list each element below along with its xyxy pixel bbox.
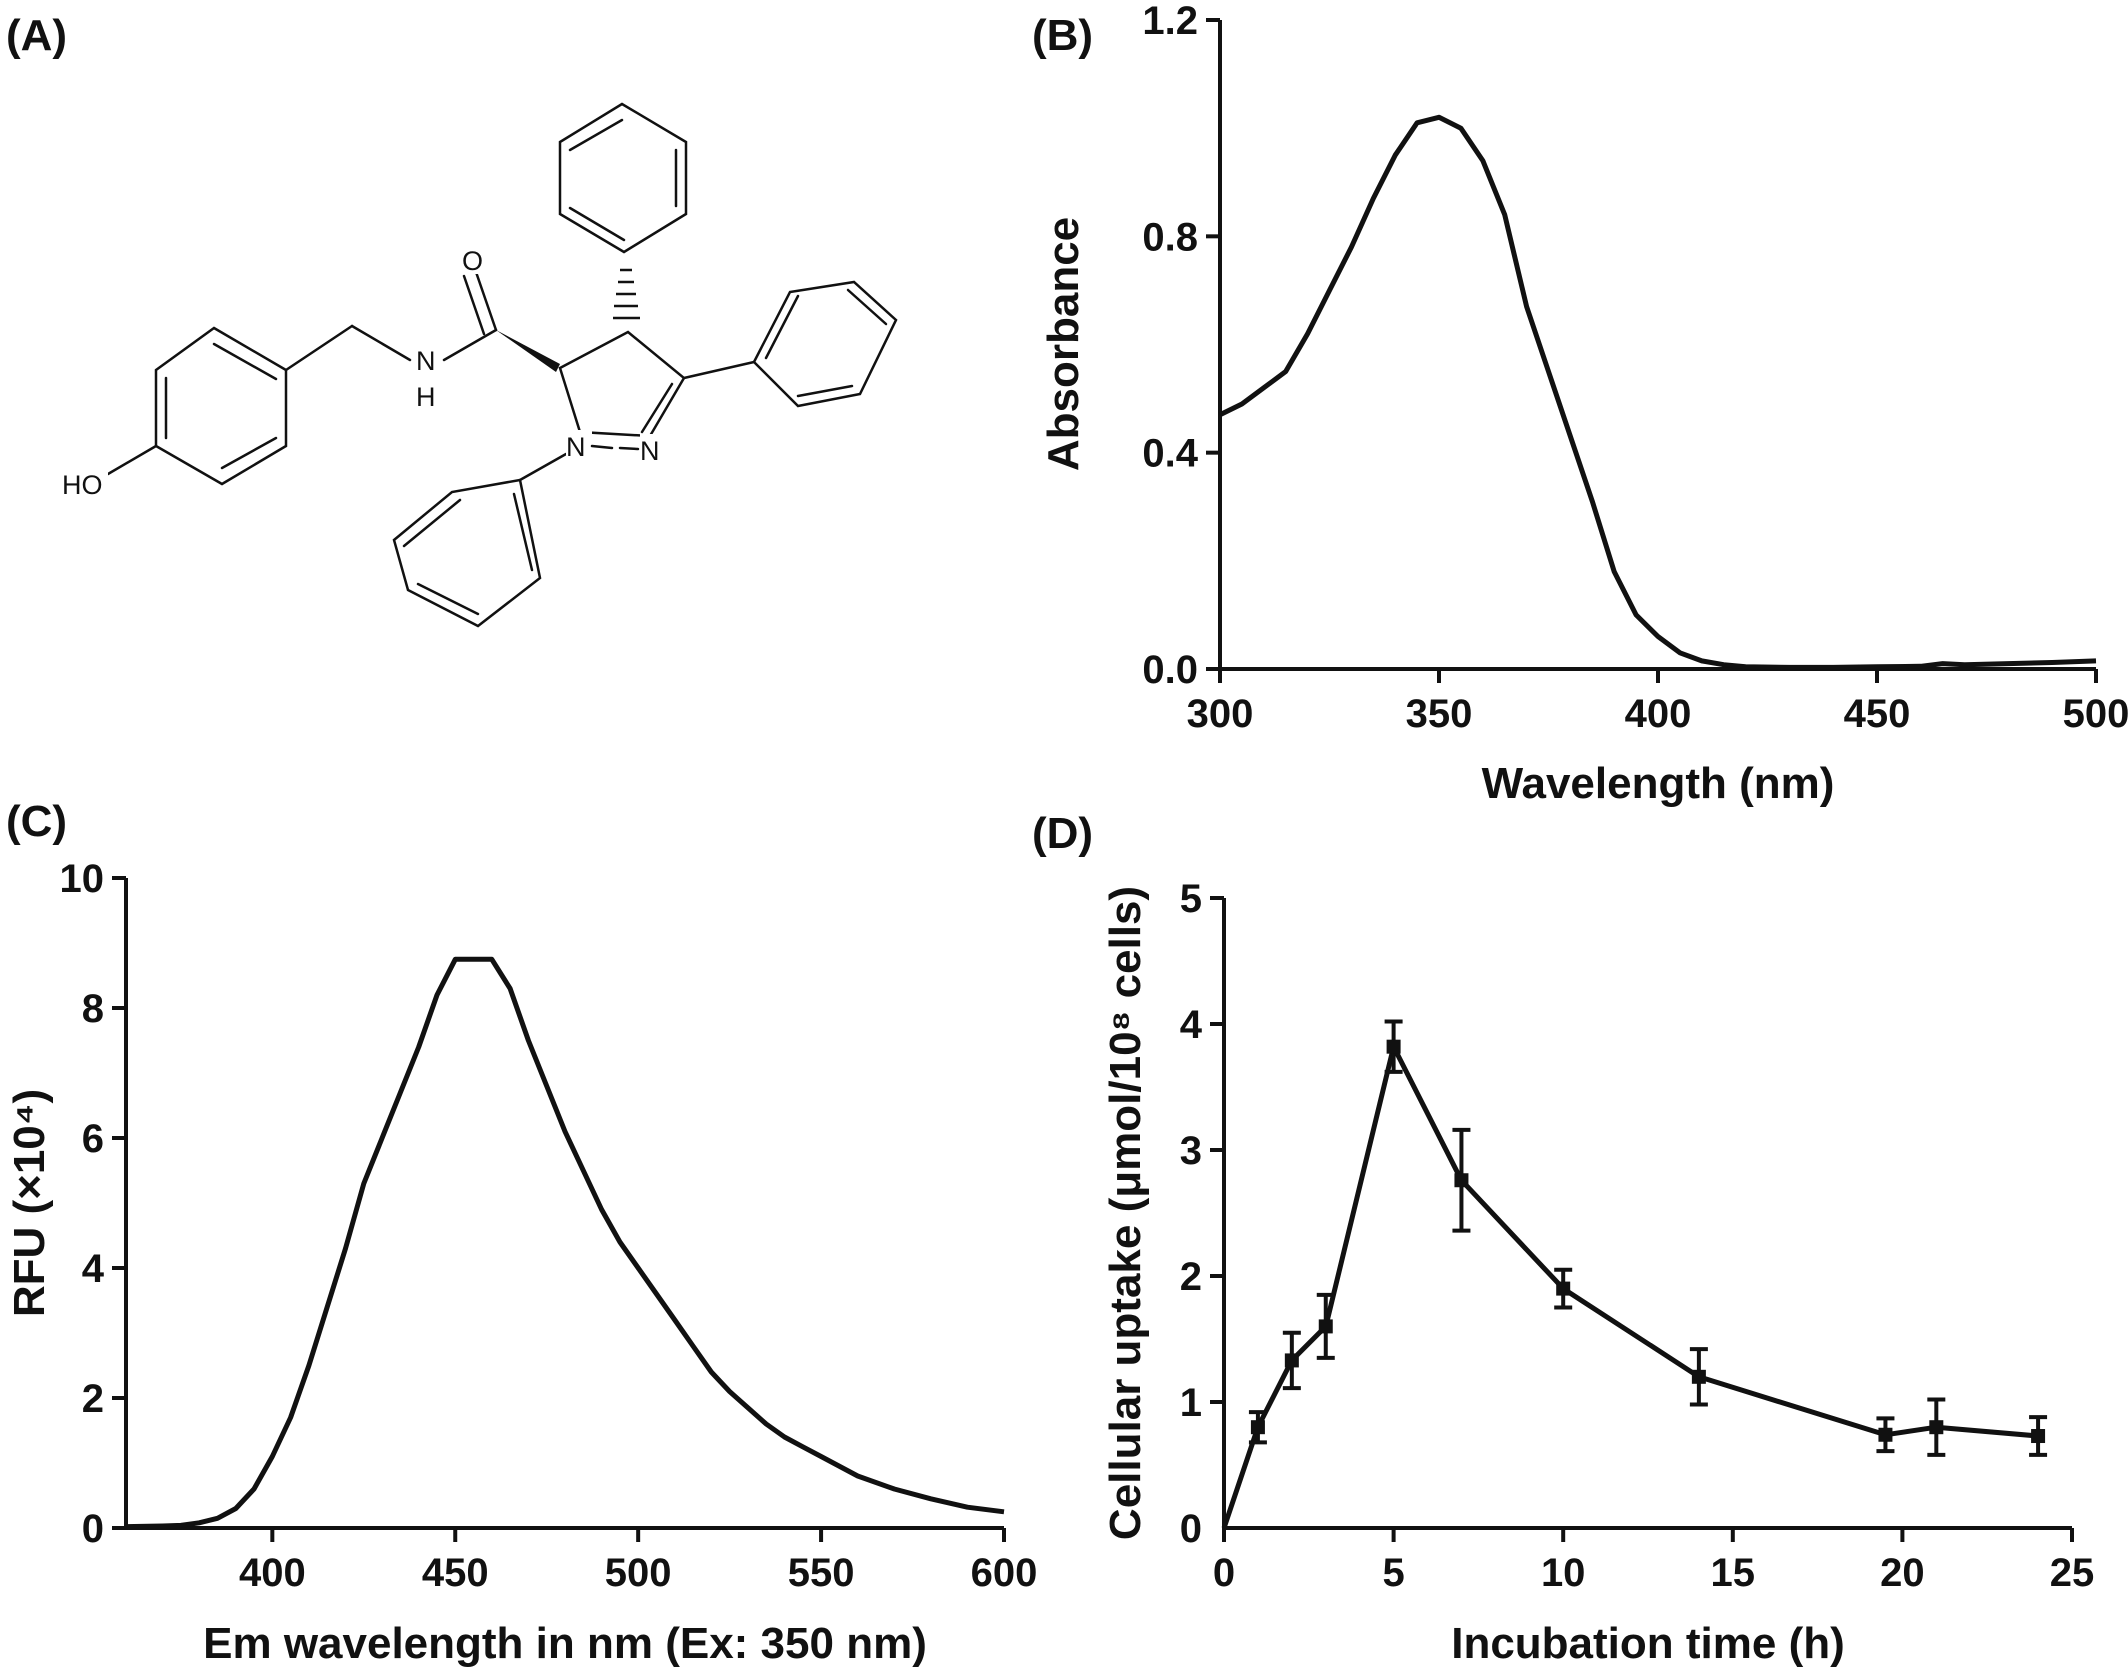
series-line <box>1221 1044 2039 1529</box>
data-point <box>1454 1173 1469 1188</box>
pyrazoline-ring <box>558 330 686 438</box>
x-axis-title: Em wavelength in nm (Ex: 350 nm) <box>203 1619 927 1668</box>
data-point <box>1386 1039 1401 1054</box>
atom-oxygen: O <box>462 246 483 276</box>
y-tick-label: 10 <box>60 857 105 901</box>
atom-ring-n1: N <box>566 432 586 462</box>
phenol-ring <box>154 326 288 486</box>
wedge-bond <box>496 330 560 372</box>
y-tick-label: 0.8 <box>1142 215 1198 259</box>
series-line <box>1218 114 2097 670</box>
x-tick-label: 350 <box>1406 692 1473 736</box>
y-tick-label: 0 <box>1180 1507 1202 1551</box>
x-tick-label: 400 <box>1625 692 1692 736</box>
panel-d-label: (D) <box>1032 809 1093 858</box>
x-tick-label: 500 <box>605 1551 672 1595</box>
y-tick-label: 4 <box>82 1247 105 1291</box>
bottom-phenyl-ring <box>392 478 542 628</box>
atom-amide-n: N <box>416 346 436 376</box>
x-axis-title: Wavelength (nm) <box>1482 759 1835 808</box>
x-tick-label: 450 <box>422 1551 489 1595</box>
y-tick-label: 6 <box>82 1117 104 1161</box>
series-line <box>125 956 1005 1530</box>
panel-a-label: (A) <box>6 11 67 60</box>
atom-ring-n2: N <box>640 436 660 466</box>
data-point <box>2031 1429 2046 1444</box>
x-tick-label: 25 <box>2050 1551 2095 1595</box>
y-tick-label: 3 <box>1180 1129 1202 1173</box>
y-axis-title: RFU (×10⁴) <box>5 1089 54 1317</box>
y-tick-label: 1.2 <box>1142 0 1198 43</box>
data-point <box>1284 1353 1299 1368</box>
panel-b-label: (B) <box>1032 11 1093 60</box>
y-tick-label: 0.0 <box>1142 648 1198 692</box>
x-axis-title: Incubation time (h) <box>1451 1619 1845 1668</box>
x-tick-label: 500 <box>2063 692 2128 736</box>
data-point <box>1318 1319 1333 1334</box>
chemical-structure: O N H HO N N <box>62 102 898 628</box>
y-tick-label: 1 <box>1180 1381 1202 1425</box>
x-tick-label: 10 <box>1541 1551 1586 1595</box>
hashed-bond <box>613 268 640 320</box>
x-tick-label: 600 <box>971 1551 1038 1595</box>
atom-amide-h: H <box>416 382 436 412</box>
x-tick-label: 450 <box>1844 692 1911 736</box>
y-axis-title: Absorbance <box>1039 217 1088 471</box>
x-tick-label: 5 <box>1382 1551 1404 1595</box>
data-point <box>1556 1281 1571 1296</box>
y-tick-label: 2 <box>82 1377 104 1421</box>
panel-c-label: (C) <box>6 797 67 846</box>
y-tick-label: 2 <box>1180 1255 1202 1299</box>
x-tick-label: 20 <box>1880 1551 1925 1595</box>
top-phenyl-ring <box>558 102 688 254</box>
y-tick-label: 0 <box>82 1507 104 1551</box>
y-axis-title: Cellular uptake (μmol/10⁸ cells) <box>1101 886 1150 1540</box>
x-tick-label: 0 <box>1213 1551 1235 1595</box>
data-point <box>1878 1427 1893 1442</box>
x-tick-label: 300 <box>1187 692 1254 736</box>
x-tick-label: 400 <box>239 1551 306 1595</box>
x-tick-label: 15 <box>1711 1551 1756 1595</box>
fluorescence-chart: 400 450 500 550 600 0 2 4 6 8 10 Em wavelength in n… <box>5 857 1037 1668</box>
y-tick-label: 8 <box>82 987 104 1031</box>
atom-hydroxyl: HO <box>62 470 103 500</box>
absorbance-chart: 300 350 400 450 500 0.0 0.4 0.8 1.2 Wavelength (n… <box>1039 0 2128 808</box>
y-tick-label: 5 <box>1180 877 1202 921</box>
y-tick-label: 4 <box>1180 1003 1203 1047</box>
cellular-uptake-chart: 0 5 10 15 20 25 1 2 3 4 5 0 Incubation time (h) Cellu… <box>1101 877 2094 1668</box>
data-point <box>1250 1420 1265 1435</box>
y-tick-label: 0.4 <box>1142 432 1198 476</box>
data-point <box>1691 1369 1706 1384</box>
right-phenyl-ring <box>752 280 898 408</box>
x-tick-label: 550 <box>788 1551 855 1595</box>
data-point <box>1929 1420 1944 1435</box>
